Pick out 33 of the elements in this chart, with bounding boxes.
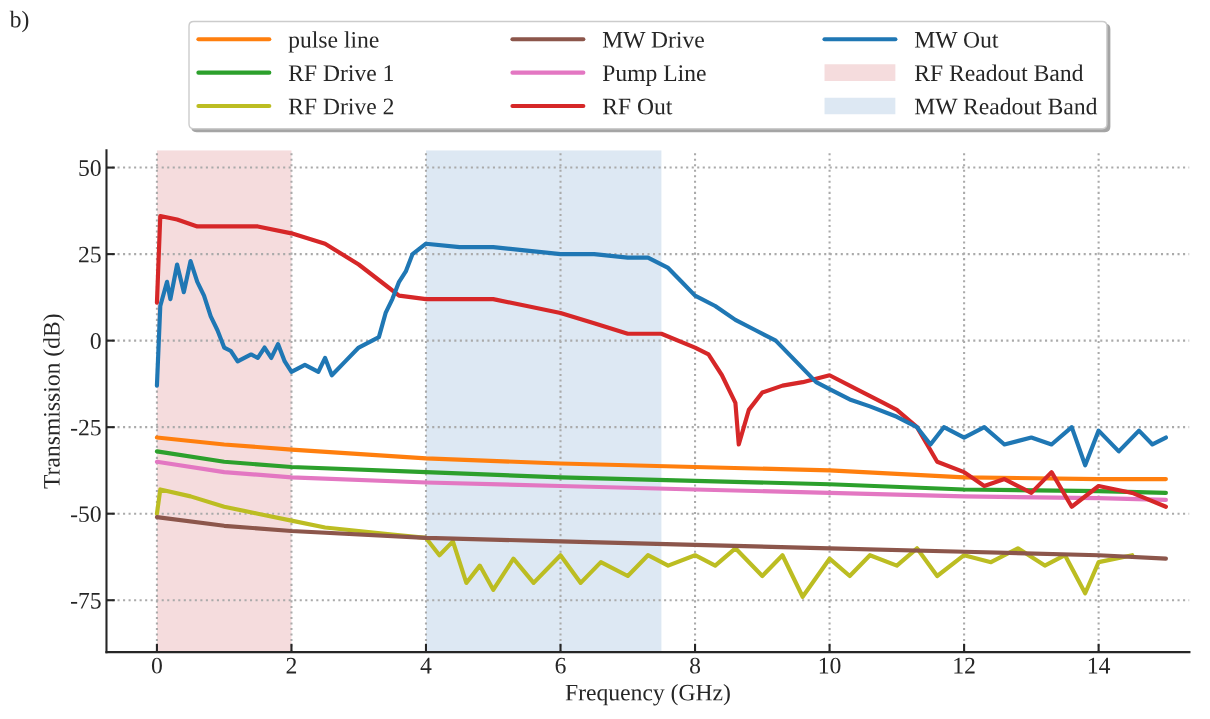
y-tick-label: -75 <box>71 592 101 609</box>
x-tick-label: 4 <box>420 657 432 674</box>
legend-label: MW Readout Band <box>914 97 1098 115</box>
x-tick-label: 12 <box>954 657 975 674</box>
legend-label: Pump Line <box>602 65 706 86</box>
x-tick-label: 2 <box>286 657 297 674</box>
legend-label: RF Out <box>602 98 673 115</box>
legend-label: RF Readout Band <box>914 64 1084 82</box>
line-series <box>154 213 1168 509</box>
y-tick-label: -50 <box>71 506 101 523</box>
y-axis-title: Transmission (dB) <box>43 314 65 489</box>
legend-label: pulse line <box>288 31 379 53</box>
line-series <box>154 449 1168 496</box>
x-tick-label: 10 <box>819 657 841 674</box>
text: b) <box>9 10 29 33</box>
line-series <box>154 459 1168 502</box>
x-tick-label: 6 <box>555 657 566 674</box>
legend-label: MW Out <box>914 31 999 48</box>
line-series <box>154 435 1168 482</box>
line-series <box>154 487 1135 599</box>
y-tick-label: 25 <box>79 246 101 263</box>
legend-label: RF Drive 1 <box>288 65 394 82</box>
y-tick-label: 50 <box>79 160 101 176</box>
x-tick-label: 14 <box>1088 657 1111 674</box>
y-tick-label: 0 <box>90 333 101 350</box>
x-tick-label: 8 <box>690 657 701 674</box>
x-axis-title: Frequency (GHz) <box>565 683 730 706</box>
line-series <box>154 515 1168 561</box>
y-tick-label: -25 <box>71 419 101 436</box>
line-series <box>154 241 1168 468</box>
legend-label: MW Drive <box>602 31 704 48</box>
legend-label: RF Drive 2 <box>288 98 394 115</box>
x-tick-label: 0 <box>151 657 162 674</box>
